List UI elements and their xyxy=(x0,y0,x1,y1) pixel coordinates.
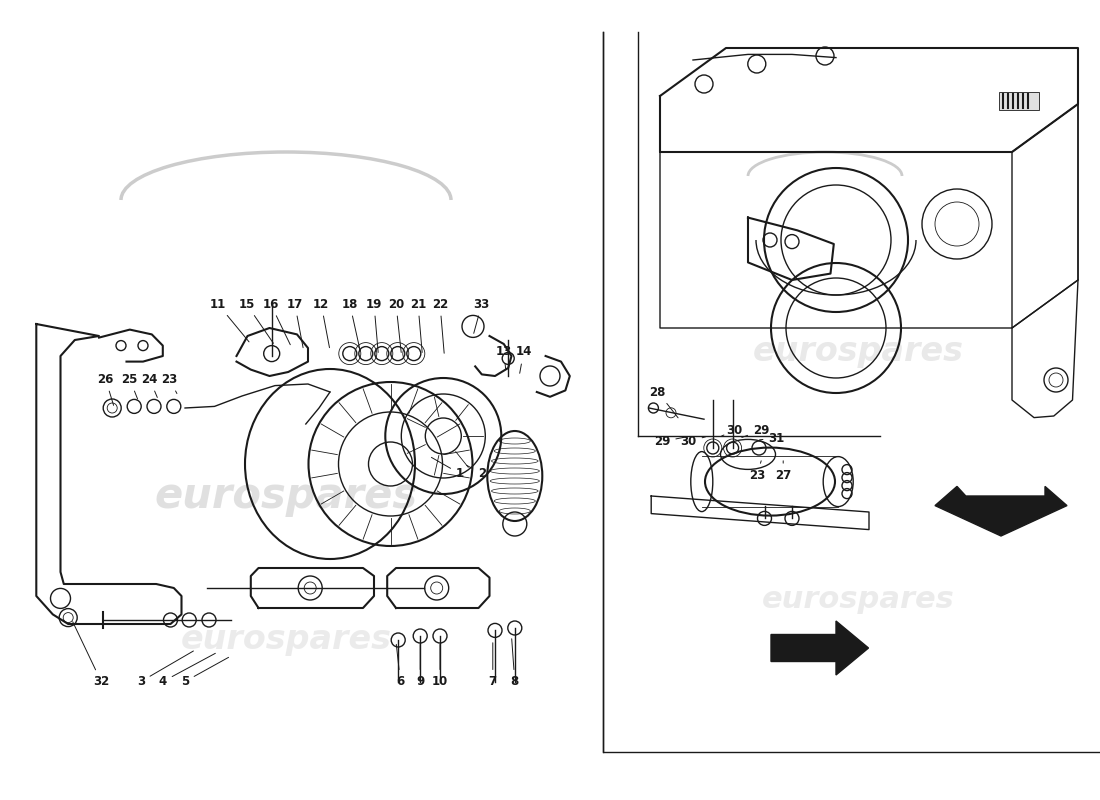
Text: 17: 17 xyxy=(287,298,304,348)
Text: 30: 30 xyxy=(722,424,742,437)
Text: 31: 31 xyxy=(760,432,784,445)
Text: 23: 23 xyxy=(749,461,764,482)
Text: 29: 29 xyxy=(654,435,689,448)
Text: 10: 10 xyxy=(432,644,448,688)
Text: 29: 29 xyxy=(741,424,769,438)
Text: 13: 13 xyxy=(496,346,512,370)
Text: eurospares: eurospares xyxy=(761,586,955,614)
Text: 5: 5 xyxy=(180,658,229,688)
Text: 2: 2 xyxy=(466,466,486,480)
Text: eurospares: eurospares xyxy=(180,623,392,657)
Text: eurospares: eurospares xyxy=(752,335,964,369)
Text: 24: 24 xyxy=(142,373,157,398)
Text: 26: 26 xyxy=(98,373,113,406)
Text: 20: 20 xyxy=(388,298,404,353)
Text: 12: 12 xyxy=(314,298,330,348)
Text: 1: 1 xyxy=(431,458,464,480)
Text: 23: 23 xyxy=(162,373,177,394)
Polygon shape xyxy=(935,486,1067,536)
Text: eurospares: eurospares xyxy=(154,475,418,517)
Text: 30: 30 xyxy=(681,435,706,448)
Text: 8: 8 xyxy=(510,638,519,688)
Text: 11: 11 xyxy=(210,298,249,342)
Text: 22: 22 xyxy=(432,298,448,354)
Text: 4: 4 xyxy=(158,654,216,688)
Text: 19: 19 xyxy=(366,298,382,353)
Text: 25: 25 xyxy=(122,373,138,399)
Text: 27: 27 xyxy=(776,461,791,482)
Text: 33: 33 xyxy=(474,298,490,334)
Text: 28: 28 xyxy=(650,386,678,418)
Polygon shape xyxy=(771,621,869,675)
Text: 15: 15 xyxy=(239,298,274,343)
Text: 32: 32 xyxy=(73,622,109,688)
Text: 18: 18 xyxy=(342,298,360,351)
Text: 16: 16 xyxy=(263,298,290,345)
Text: 6: 6 xyxy=(396,644,405,688)
Text: 7: 7 xyxy=(488,642,497,688)
Text: 3: 3 xyxy=(136,651,194,688)
Text: 21: 21 xyxy=(410,298,426,353)
Bar xyxy=(999,92,1038,110)
Text: 9: 9 xyxy=(416,644,425,688)
Text: 14: 14 xyxy=(516,346,531,374)
